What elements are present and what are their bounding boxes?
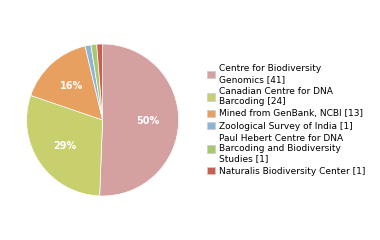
Wedge shape bbox=[31, 46, 103, 120]
Wedge shape bbox=[85, 45, 103, 120]
Text: 16%: 16% bbox=[60, 81, 84, 91]
Legend: Centre for Biodiversity
Genomics [41], Canadian Centre for DNA
Barcoding [24], M: Centre for Biodiversity Genomics [41], C… bbox=[207, 64, 365, 176]
Text: 29%: 29% bbox=[53, 141, 77, 151]
Wedge shape bbox=[91, 44, 103, 120]
Text: 50%: 50% bbox=[136, 116, 160, 126]
Wedge shape bbox=[97, 44, 103, 120]
Wedge shape bbox=[100, 44, 179, 196]
Wedge shape bbox=[27, 95, 103, 196]
